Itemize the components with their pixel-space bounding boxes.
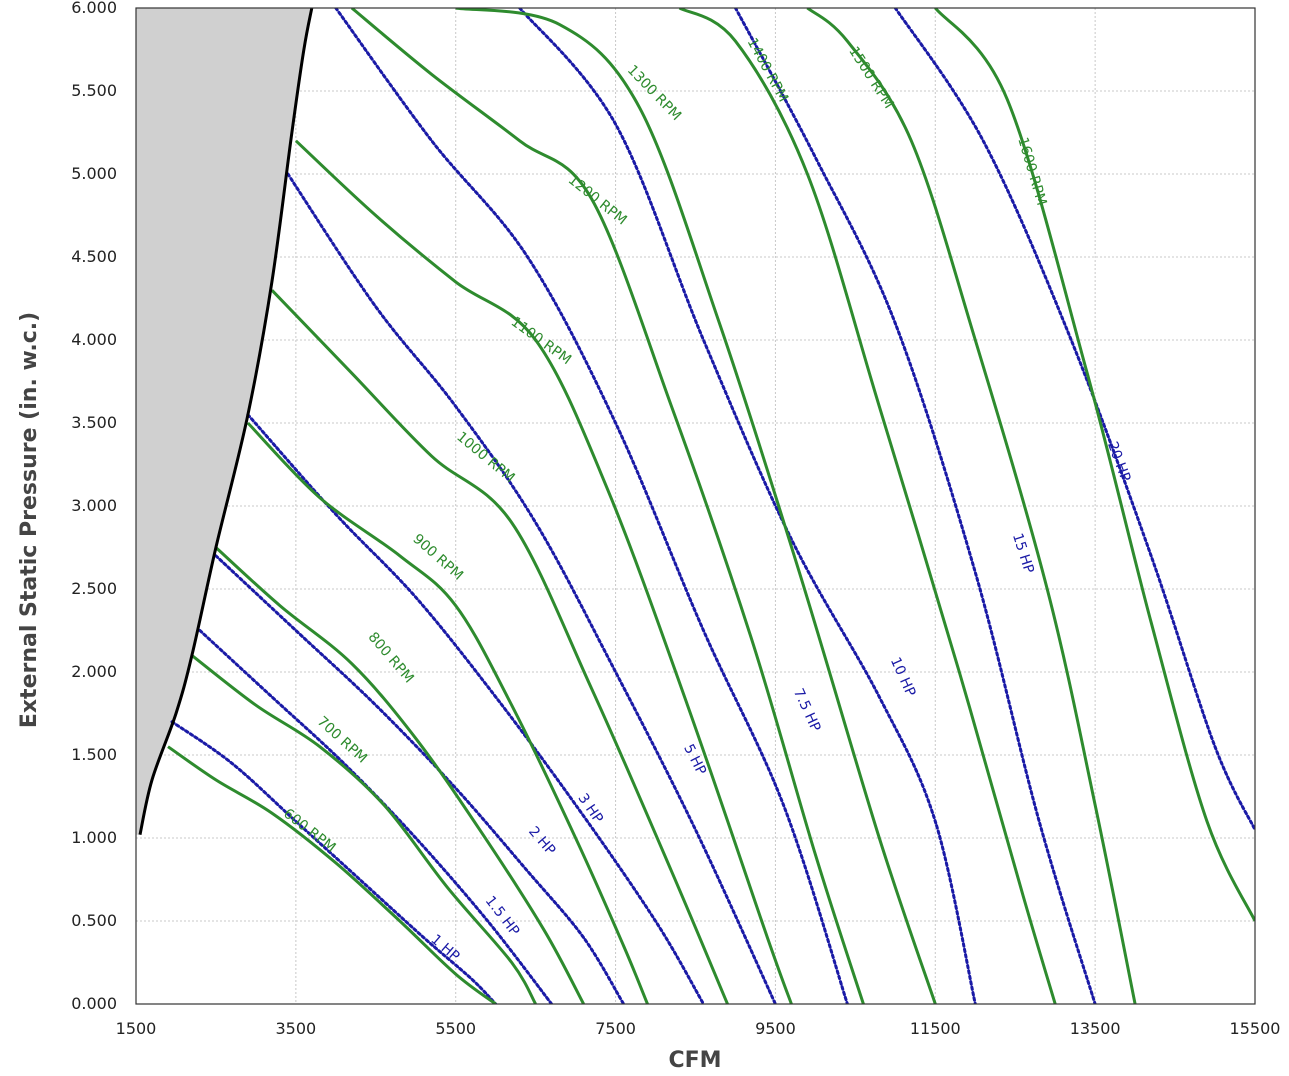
rpm-curve: [190, 654, 537, 1004]
x-tick-label: 7500: [595, 1019, 636, 1038]
x-tick-label: 13500: [1070, 1019, 1121, 1038]
x-axis-title: CFM: [668, 1048, 721, 1073]
hp-curve-label: 2 HP: [525, 824, 558, 859]
rpm-curve-label: 1600 RPM: [1014, 135, 1049, 207]
hp-curve: [170, 720, 498, 1004]
x-tick-label: 11500: [910, 1019, 961, 1038]
y-tick-label: 3.500: [71, 413, 117, 432]
y-tick-label: 0.000: [71, 994, 117, 1013]
hp-curve: [734, 8, 1097, 1004]
y-tick-label: 2.000: [71, 662, 117, 681]
y-tick-labels: 0.000 0.500 1.000 1.500 2.000 2.500 3.000 3.500…: [71, 0, 117, 1013]
rpm-curve: [214, 546, 585, 1004]
rpm-curve: [294, 139, 793, 1004]
surge-region: [136, 8, 312, 835]
hp-curve: [334, 8, 849, 1004]
y-tick-label: 3.000: [71, 496, 117, 515]
y-tick-label: 6.000: [71, 0, 117, 17]
rpm-curve-label: 1100 RPM: [508, 314, 574, 368]
rpm-curve: [270, 289, 729, 1004]
y-axis-title: External Static Pressure (in. w.c.): [17, 312, 42, 728]
y-tick-label: 5.000: [71, 164, 117, 183]
x-tick-labels: 1500 3500 5500 7500 9500 11500 13500 15500: [116, 1019, 1281, 1038]
hp-curve: [286, 172, 777, 1004]
y-tick-label: 4.000: [71, 330, 117, 349]
y-tick-label: 1.500: [71, 745, 117, 764]
hp-curve-label: 3 HP: [574, 791, 605, 827]
hp-curve-label: 1 HP: [428, 932, 463, 965]
x-tick-label: 15500: [1230, 1019, 1281, 1038]
rpm-curve: [806, 8, 1137, 1004]
rpm-curve-label: 900 RPM: [409, 531, 466, 584]
x-tick-label: 9500: [755, 1019, 796, 1038]
hp-curve: [246, 413, 705, 1004]
rpm-curve: [167, 745, 497, 1004]
surge-region-fill: [136, 8, 312, 835]
grid-lines: [135, 7, 1256, 1005]
rpm-curve: [246, 421, 649, 1004]
rpm-curves: [167, 8, 1255, 1004]
rpm-curve-label: 1200 RPM: [565, 172, 630, 229]
y-tick-label: 1.000: [71, 828, 117, 847]
hp-curve-label: 7.5 HP: [790, 686, 824, 734]
rpm-curve: [678, 8, 1057, 1004]
hp-curve: [214, 554, 626, 1004]
hp-curve: [893, 8, 1255, 832]
y-tick-label: 0.500: [71, 911, 117, 930]
hp-curve-label: 5 HP: [680, 742, 709, 778]
x-tick-label: 1500: [116, 1019, 157, 1038]
rpm-curve: [934, 8, 1255, 922]
hp-curve-label: 10 HP: [887, 655, 918, 699]
y-tick-label: 4.500: [71, 247, 117, 266]
stall-limit-line: [138, 7, 314, 836]
x-tick-label: 3500: [275, 1019, 316, 1038]
rpm-curve-label: 800 RPM: [365, 629, 417, 686]
limit-curve: [138, 7, 314, 836]
y-tick-label: 5.500: [71, 81, 117, 100]
plot-frame: [135, 7, 1256, 1005]
hp-curves: [170, 8, 1255, 1004]
rpm-curve-label: 1400 RPM: [744, 35, 792, 104]
rpm-curve-label: 700 RPM: [314, 713, 370, 766]
rpm-curve-label: 1500 RPM: [845, 44, 896, 112]
y-tick-label: 2.500: [71, 579, 117, 598]
rpm-curve-label: 600 RPM: [280, 806, 338, 856]
rpm-curve: [455, 8, 937, 1004]
rpm-curve: [350, 8, 865, 1004]
hp-curve-label: 20 HP: [1104, 440, 1133, 484]
x-tick-label: 5500: [435, 1019, 476, 1038]
